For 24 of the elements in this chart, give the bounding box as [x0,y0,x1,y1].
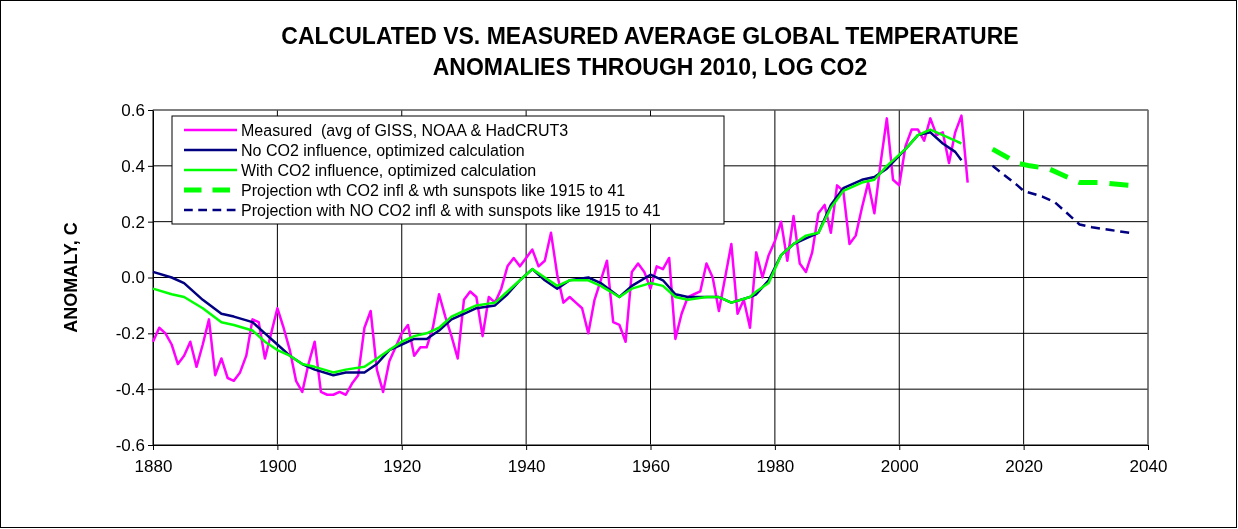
x-tick-label: 1920 [383,456,422,476]
y-tick-label: -0.6 [115,435,145,455]
x-tick-label: 1980 [756,456,795,476]
legend-label: With CO2 influence, optimized calculation [241,162,537,179]
line-series [991,164,1131,235]
x-tick-label: 1880 [134,456,173,476]
y-tick-label: 0.2 [121,212,145,232]
x-tick-label: 1960 [632,456,670,476]
y-tick-label: 0.4 [121,156,145,176]
x-tick-label: 1900 [258,456,297,476]
x-tick-label: 2020 [1005,456,1044,476]
y-tick-label: -0.4 [115,380,145,400]
y-tick-label: 0.6 [121,100,145,120]
y-axis-title: ANOMALY, C [61,222,81,333]
x-tick-label: 2000 [880,456,919,476]
legend-label: Projection wth CO2 infl & wth sunspots like 1915 to 41 [241,182,626,199]
chart-title: CALCULATED VS. MEASURED AVERAGE GLOBAL TEMPERATURE ANOMALIES THROUGH 2010, LOG CO2 [281,23,1019,80]
x-tick-label: 2040 [1129,456,1168,476]
legend-label: No CO2 influence, optimized calculation [241,142,525,159]
x-tick-label: 1940 [507,456,546,476]
legend-label: Measured (avg of GISS, NOAA & HadCRUT3 [241,122,569,139]
legend-label: Projection with NO CO2 infl & with sunspots like 1915 to 41 [241,202,661,219]
y-tick-label: 0.0 [121,268,145,288]
y-tick-label: -0.2 [115,324,145,344]
